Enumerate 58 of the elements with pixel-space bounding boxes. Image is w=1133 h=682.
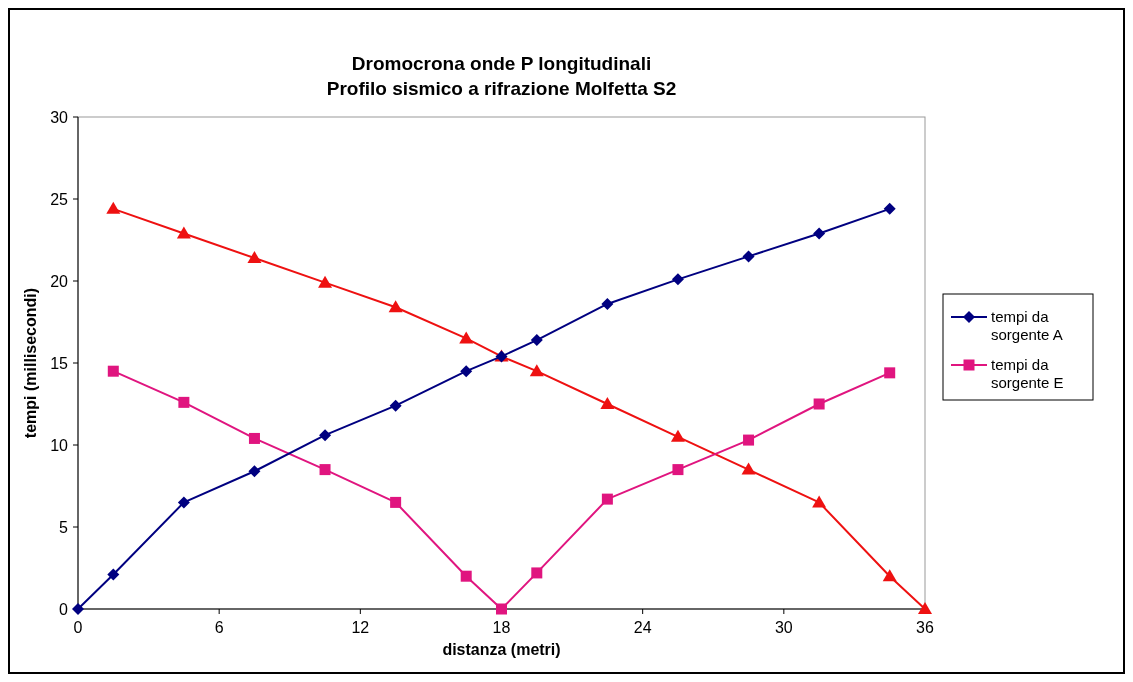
x-tick-label: 36 — [916, 619, 934, 636]
point — [918, 602, 932, 614]
legend-label: tempi da sorgente E — [991, 356, 1064, 391]
point — [178, 396, 190, 408]
point — [106, 201, 121, 214]
legend-label: tempi da sorgente A — [991, 308, 1063, 343]
point — [670, 429, 685, 442]
point — [319, 464, 331, 476]
point — [107, 568, 120, 581]
y-tick-label: 10 — [50, 437, 69, 454]
point — [459, 331, 474, 344]
y-tick-label: 15 — [50, 355, 69, 372]
point — [460, 570, 472, 582]
x-tick-label: 6 — [214, 619, 224, 636]
x-tick-label: 0 — [73, 619, 83, 636]
point — [177, 496, 190, 509]
y-tick-label: 5 — [59, 519, 69, 536]
point — [813, 398, 825, 410]
point — [389, 399, 402, 412]
point — [318, 275, 333, 288]
point — [882, 569, 897, 582]
point — [743, 434, 755, 446]
y-tick-label: 20 — [50, 273, 69, 290]
point — [319, 429, 332, 442]
point — [672, 464, 684, 476]
y-tick-label: 25 — [50, 191, 69, 208]
point — [496, 603, 507, 615]
point — [248, 465, 261, 478]
point — [601, 493, 613, 505]
point — [741, 462, 756, 475]
point — [460, 365, 473, 378]
x-tick-label: 24 — [633, 619, 652, 636]
point — [671, 273, 684, 286]
x-tick-label: 30 — [774, 619, 793, 636]
x-tick-label: 12 — [351, 619, 370, 636]
point — [72, 603, 84, 615]
x-tick-label: 18 — [492, 619, 511, 636]
y-tick-label: 30 — [50, 109, 69, 126]
point — [601, 297, 614, 310]
point — [600, 397, 615, 409]
chart-title: Dromocrona onde P longitudinali Profilo sismico a rifrazione Molfetta S2 — [326, 53, 677, 99]
point — [248, 432, 260, 444]
y-axis-title: tempi (millisecondi) — [22, 287, 39, 439]
point — [530, 334, 543, 347]
point — [107, 365, 119, 377]
x-axis-title: distanza (metri) — [442, 641, 561, 658]
point — [388, 300, 403, 313]
point — [883, 202, 896, 215]
point — [529, 364, 544, 377]
point — [176, 226, 191, 239]
point — [884, 367, 896, 379]
point — [390, 496, 402, 508]
point — [812, 495, 827, 508]
point — [531, 567, 543, 579]
y-tick-label: 0 — [59, 601, 69, 618]
point — [813, 227, 826, 240]
point — [247, 251, 262, 264]
point — [742, 250, 755, 263]
